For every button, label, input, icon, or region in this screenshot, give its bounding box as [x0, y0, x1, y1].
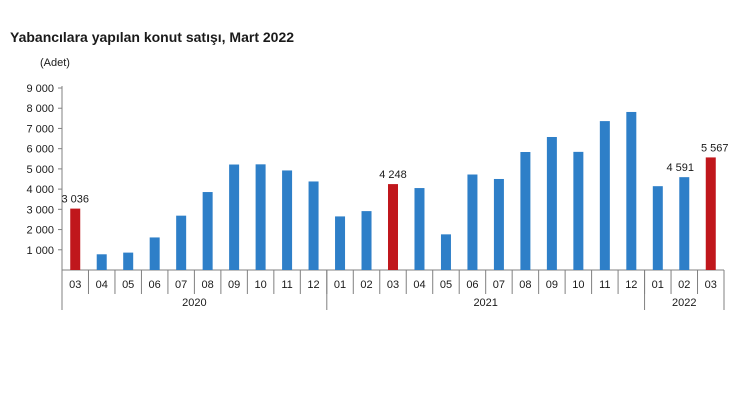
bar — [255, 164, 266, 270]
bar — [626, 111, 637, 270]
x-tick-label: 07 — [175, 279, 187, 291]
y-tick-label: 6 000 — [26, 144, 54, 156]
x-tick-label: 05 — [440, 279, 452, 291]
x-tick-label: 03 — [705, 279, 717, 291]
x-tick-label: 02 — [360, 279, 372, 291]
x-tick-label: 06 — [149, 279, 161, 291]
x-tick-label: 05 — [122, 279, 134, 291]
y-tick-label: 4 000 — [26, 184, 54, 196]
y-tick-label: 7 000 — [26, 123, 54, 135]
x-group-label: 2021 — [473, 297, 497, 309]
chart-title: Yabancılara yapılan konut satışı, Mart 2… — [10, 29, 295, 45]
bar — [573, 151, 584, 270]
x-tick-label: 02 — [678, 279, 690, 291]
bar — [202, 192, 213, 270]
data-label: 3 036 — [61, 194, 89, 206]
y-tick-label: 2 000 — [26, 225, 54, 237]
bar — [282, 170, 293, 270]
bar — [652, 186, 663, 270]
bar — [520, 152, 531, 270]
x-tick-label: 06 — [466, 279, 478, 291]
x-tick-label: 03 — [69, 279, 81, 291]
bar — [308, 181, 319, 270]
x-tick-label: 04 — [413, 279, 425, 291]
x-tick-label: 04 — [96, 279, 108, 291]
bar — [493, 178, 504, 270]
y-tick-label: 3 000 — [26, 204, 54, 216]
x-tick-label: 10 — [254, 279, 266, 291]
x-tick-label: 10 — [572, 279, 584, 291]
bar — [96, 254, 107, 270]
x-tick-label: 11 — [599, 279, 610, 291]
x-tick-label: 08 — [202, 279, 214, 291]
bar — [705, 157, 716, 270]
x-tick-label: 08 — [519, 279, 531, 291]
bar — [414, 188, 425, 270]
x-tick-label: 07 — [493, 279, 505, 291]
x-tick-label: 01 — [334, 279, 346, 291]
y-tick-label: 9 000 — [26, 83, 54, 95]
bar — [467, 174, 478, 270]
y-tick-label: 1 000 — [26, 245, 54, 257]
x-tick-label: 12 — [625, 279, 637, 291]
bar — [70, 208, 81, 270]
x-group-label: 2020 — [182, 297, 206, 309]
data-label: 4 248 — [379, 169, 407, 181]
bar — [229, 164, 240, 270]
bar — [123, 252, 134, 270]
bar — [176, 215, 187, 270]
x-tick-label: 12 — [307, 279, 319, 291]
y-axis-label: (Adet) — [40, 57, 70, 69]
bar — [679, 177, 690, 270]
x-tick-label: 03 — [387, 279, 399, 291]
data-label: 5 567 — [701, 142, 729, 154]
bar — [546, 136, 557, 270]
bar — [388, 184, 398, 270]
y-tick-label: 5 000 — [26, 164, 54, 176]
x-group-label: 2022 — [672, 297, 696, 309]
x-tick-label: 09 — [546, 279, 558, 291]
data-label: 4 591 — [667, 162, 695, 174]
bar — [599, 121, 610, 270]
bar — [440, 234, 451, 270]
bar — [335, 216, 346, 270]
y-tick-label: 8 000 — [26, 103, 54, 115]
bar — [361, 211, 372, 270]
x-tick-label: 11 — [281, 279, 292, 291]
bar — [149, 237, 160, 270]
x-tick-label: 09 — [228, 279, 240, 291]
x-tick-label: 01 — [652, 279, 664, 291]
